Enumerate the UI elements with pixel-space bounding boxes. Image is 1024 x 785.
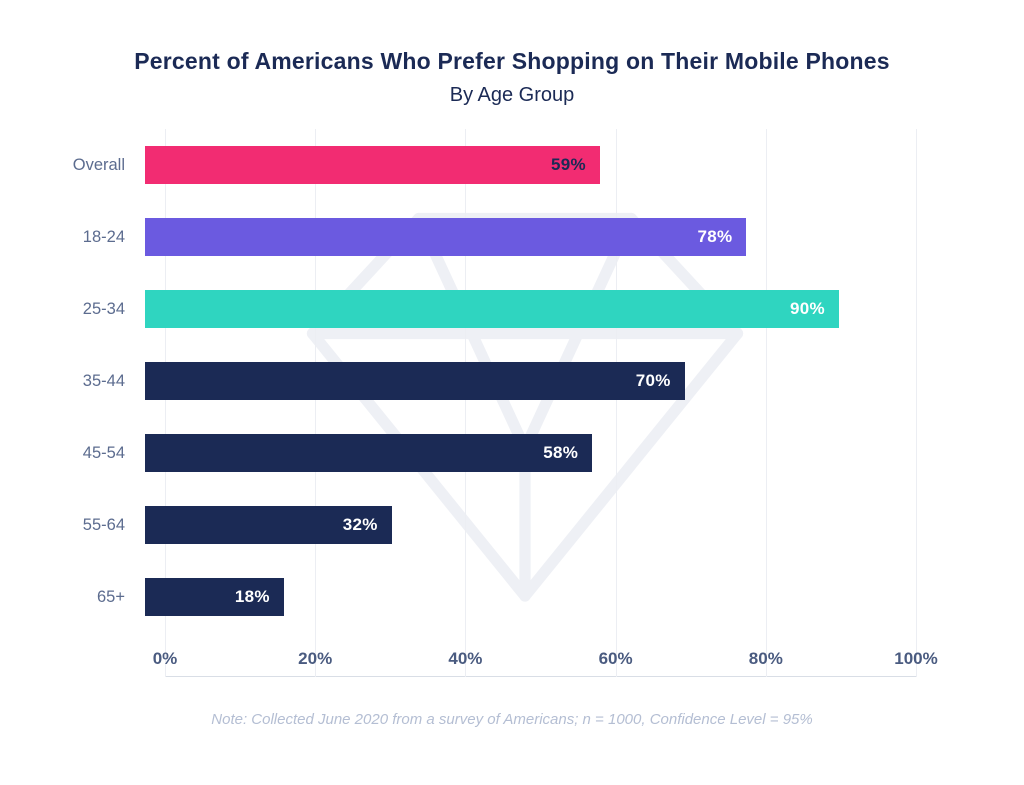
chart-row: 45-54 58% [30,417,916,489]
bar-rows: Overall 59% 18-24 78% 25-34 90% 35-44 70% 45-54 5… [30,129,916,633]
category-label: 65+ [97,587,125,606]
value-label: 78% [697,227,733,246]
grid-line [916,129,917,677]
x-axis: 0% 20% 40% 60% 80% 100% [30,633,938,677]
category-label: 18-24 [82,227,125,246]
x-tick-label: 0% [152,649,178,668]
bar-track: 59% [145,146,916,184]
chart-row: Overall 59% [30,129,916,201]
category-label: 35-44 [82,371,125,390]
grid-line [765,129,767,677]
chart-subtitle: By Age Group [449,84,575,106]
x-tick-label: 100% [894,649,938,668]
bar-55-64: 32% [145,506,392,544]
x-tick-label: 80% [748,649,783,668]
category-label: 25-34 [82,299,125,318]
bar-track: 78% [145,218,916,256]
bar-chart: Overall 59% 18-24 78% 25-34 90% 35-44 70% 45-54 5… [30,129,938,677]
chart-title: Percent of Americans Who Prefer Shopping… [134,48,890,74]
bar-track: 70% [145,362,916,400]
chart-header: Percent of Americans Who Prefer Shopping… [0,0,1024,107]
chart-row: 35-44 70% [30,345,916,417]
chart-row: 65+ 18% [30,561,916,633]
chart-row: 25-34 90% [30,273,916,345]
axis-spacer [30,633,165,677]
chart-row: 18-24 78% [30,201,916,273]
category-label: 45-54 [82,443,125,462]
value-label: 90% [789,299,825,318]
x-tick-label: 60% [598,649,633,668]
footnote: Note: Collected June 2020 from a survey … [211,711,813,728]
bar-overall: 59% [145,146,600,184]
chart-row: 55-64 32% [30,489,916,561]
bar-18-24: 78% [145,218,747,256]
value-label: 32% [342,515,378,534]
plot-area: Overall 59% 18-24 78% 25-34 90% 35-44 70% 45-54 5… [30,129,938,677]
category-label: Overall [72,155,125,174]
value-label: 18% [234,587,270,606]
bar-track: 18% [145,578,916,616]
bar-65+: 18% [145,578,284,616]
category-label: 55-64 [82,515,125,534]
x-axis-line [165,676,916,677]
bar-track: 58% [145,434,916,472]
x-tick-label: 40% [448,649,483,668]
value-label: 59% [550,155,586,174]
grid-line [165,129,166,677]
x-axis-ticks: 0% 20% 40% 60% 80% 100% [153,633,938,677]
x-tick-label: 20% [298,649,333,668]
value-label: 70% [635,371,671,390]
bar-25-34: 90% [145,290,839,328]
bar-35-44: 70% [145,362,685,400]
value-label: 58% [543,443,579,462]
bar-45-54: 58% [145,434,593,472]
bar-track: 32% [145,506,916,544]
bar-track: 90% [145,290,916,328]
